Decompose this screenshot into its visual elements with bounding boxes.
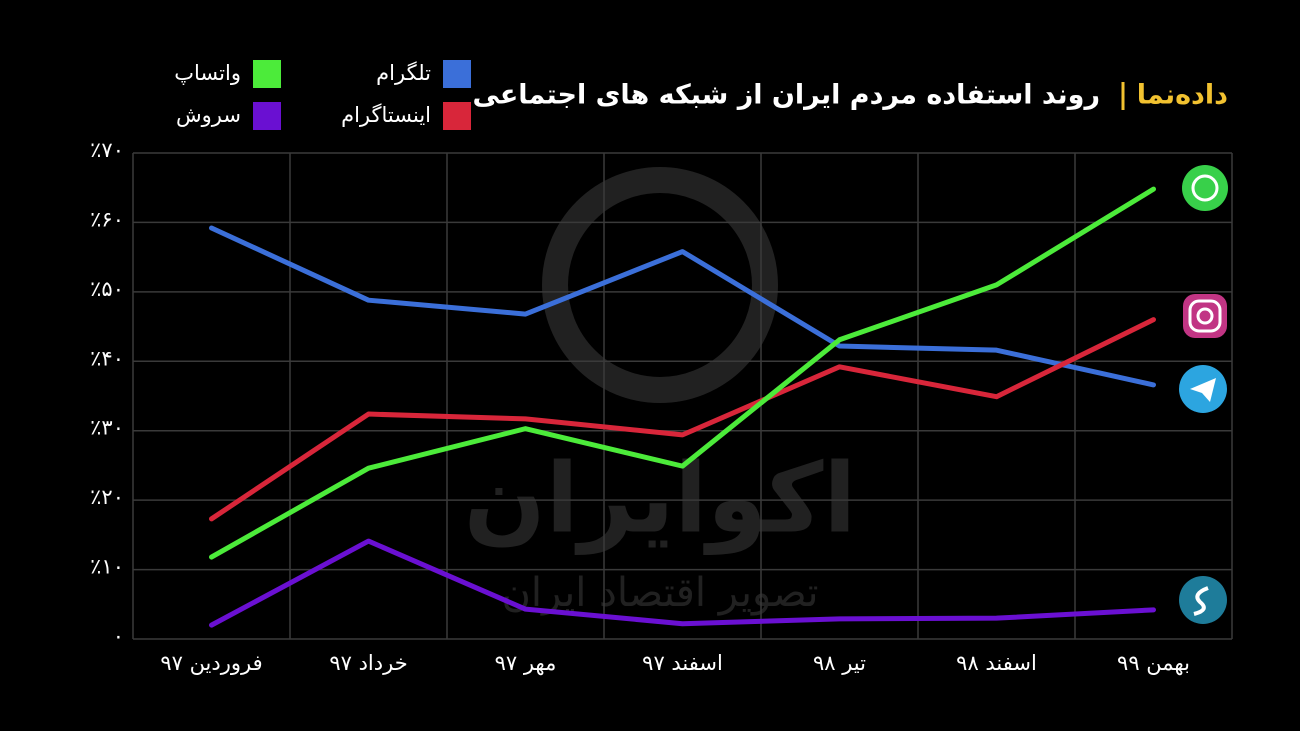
series-line bbox=[209, 538, 1156, 628]
x-tick-label: اسفند ۹۷ bbox=[642, 651, 723, 675]
icons bbox=[1179, 165, 1228, 624]
telegram-icon-glyph bbox=[1190, 378, 1216, 402]
legend-label: واتساپ bbox=[174, 61, 241, 85]
x-tick-label: اسفند ۹۸ bbox=[956, 651, 1037, 675]
instagram-icon-glyph bbox=[1188, 299, 1222, 333]
soroush-icon-glyph bbox=[1193, 586, 1209, 616]
legend-label: تلگرام bbox=[376, 61, 431, 85]
instagram-icon-lens bbox=[1196, 307, 1214, 325]
y-tick-label: ۰ bbox=[113, 624, 124, 648]
watermark-logo bbox=[542, 167, 778, 403]
series-line bbox=[209, 225, 1156, 388]
x-tick-label: فروردین ۹۷ bbox=[160, 651, 262, 675]
legend-swatch bbox=[253, 60, 281, 88]
y-tick-label: ٪۶۰ bbox=[90, 207, 124, 231]
x-tick-label: خرداد ۹۷ bbox=[329, 651, 407, 675]
instagram-icon bbox=[1183, 294, 1227, 338]
chart-title: روند استفاده مردم ایران از شبکه های اجتم… bbox=[473, 80, 1101, 111]
x-tick-label: تیر ۹۸ bbox=[813, 651, 866, 675]
y-tick-label: ٪۲۰ bbox=[90, 485, 124, 509]
y-tick-label: ٪۴۰ bbox=[90, 346, 124, 370]
legend-label: اینستاگرام bbox=[341, 103, 431, 127]
legend-swatch bbox=[443, 60, 471, 88]
plot-area: ۰ ٪۱۰ ٪۲۰ ٪۳۰ ٪۴۰ ٪۵۰ ٪۶۰ ٪۷۰ فروردین ۹۷ خرداد ۹۷… bbox=[90, 138, 1233, 675]
series-line bbox=[209, 186, 1156, 560]
legend-swatch bbox=[253, 102, 281, 130]
whatsapp-icon-glyph bbox=[1191, 174, 1219, 202]
whatsapp-icon bbox=[1182, 165, 1228, 211]
series-line bbox=[209, 317, 1156, 522]
legend-label: سروش bbox=[176, 103, 241, 127]
soroush-icon bbox=[1179, 576, 1227, 624]
legend-swatch bbox=[443, 102, 471, 130]
y-tick-label: ٪۷۰ bbox=[90, 138, 124, 162]
y-tick-label: ٪۵۰ bbox=[90, 277, 124, 301]
y-tick-label: ٪۳۰ bbox=[90, 416, 124, 440]
x-tick-label: مهر ۹۷ bbox=[495, 651, 557, 675]
x-tick-label: بهمن ۹۹ bbox=[1117, 651, 1190, 675]
y-tick-label: ٪۱۰ bbox=[90, 555, 124, 579]
brand: داده‌نما bbox=[1137, 80, 1228, 111]
watermark-subtitle: تصویر اقتصاد ایران bbox=[502, 570, 819, 616]
